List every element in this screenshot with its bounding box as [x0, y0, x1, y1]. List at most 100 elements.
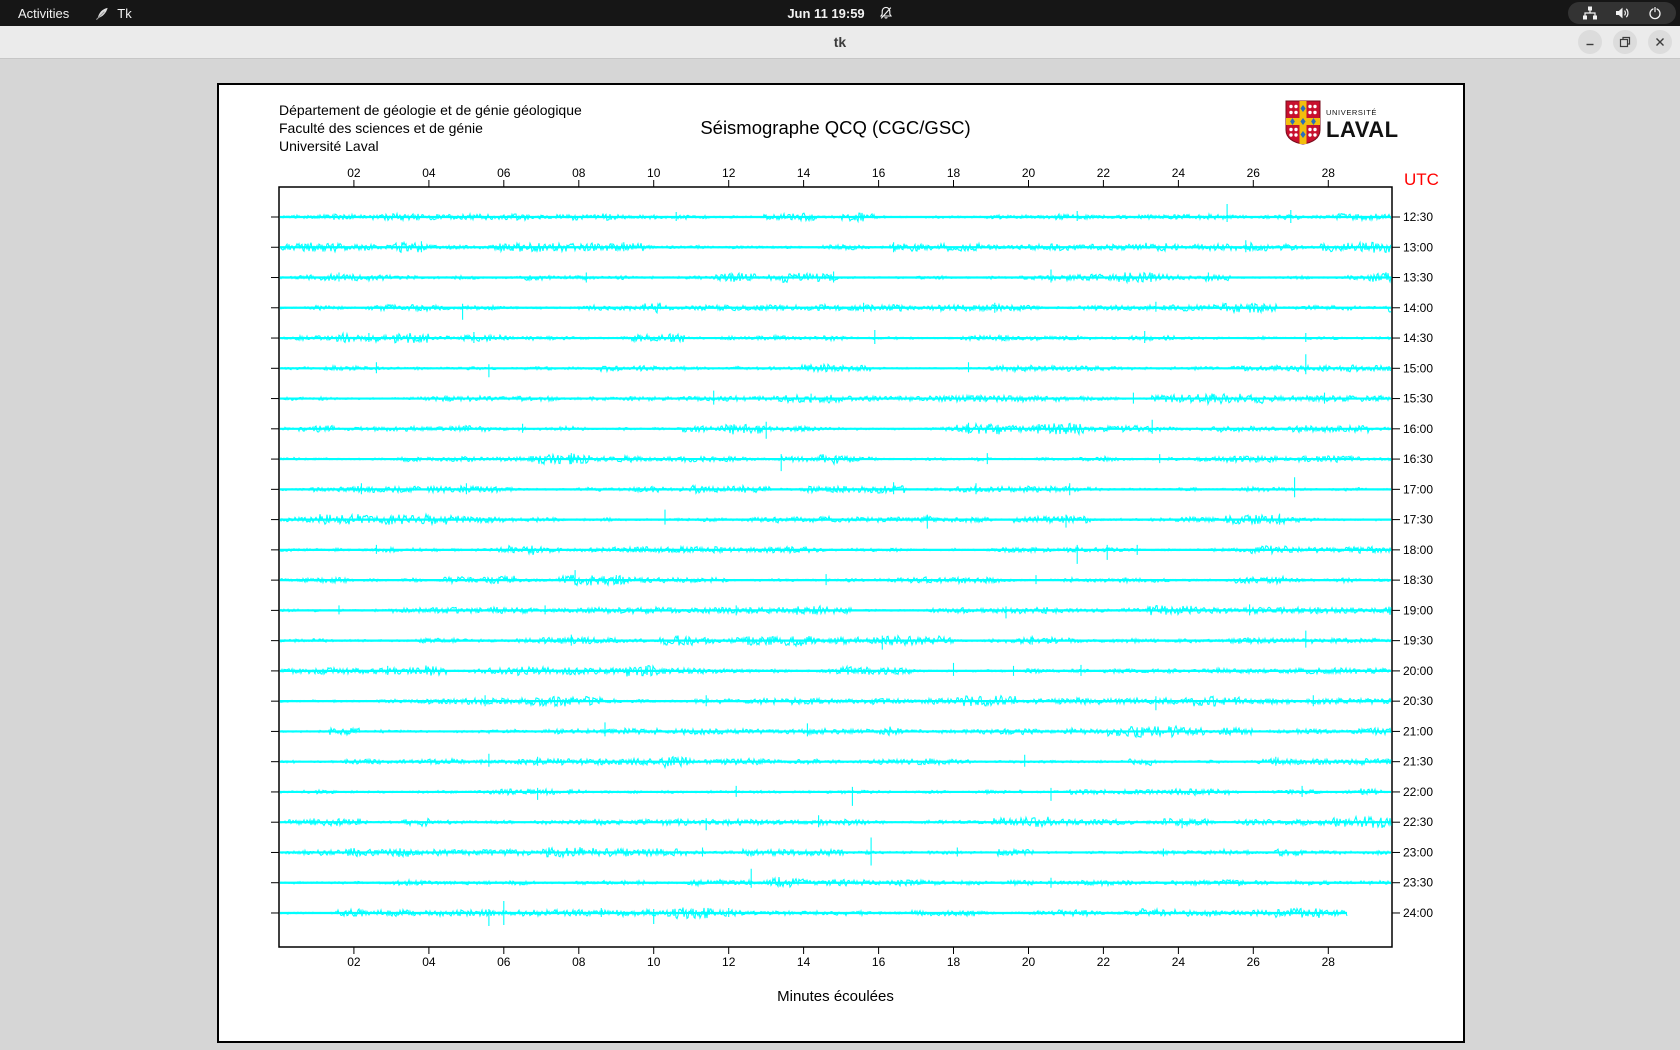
trace-19:30 — [279, 630, 1392, 650]
maximize-restore-button[interactable] — [1613, 30, 1637, 54]
svg-text:22: 22 — [1097, 955, 1111, 969]
svg-text:02: 02 — [347, 955, 361, 969]
svg-text:18:30: 18:30 — [1403, 573, 1433, 587]
trace-23:00 — [279, 837, 1392, 866]
svg-text:08: 08 — [572, 955, 586, 969]
svg-text:22:00: 22:00 — [1403, 785, 1433, 799]
focused-app-name: Tk — [117, 5, 132, 21]
svg-text:14:30: 14:30 — [1403, 331, 1433, 345]
svg-text:22: 22 — [1097, 166, 1111, 180]
svg-text:28: 28 — [1322, 955, 1336, 969]
institution-header: Département de géologie et de génie géol… — [279, 101, 582, 155]
window-title-bar[interactable]: tk — [0, 26, 1680, 59]
top-bar-center: Jun 11 19:59 — [0, 0, 1680, 26]
tk-feather-icon — [95, 6, 110, 21]
close-icon[interactable] — [1648, 30, 1672, 54]
svg-text:04: 04 — [422, 166, 436, 180]
svg-text:17:00: 17:00 — [1403, 482, 1433, 496]
svg-text:10: 10 — [647, 955, 661, 969]
svg-text:16:30: 16:30 — [1403, 452, 1433, 466]
plot-border — [278, 186, 1393, 948]
svg-text:18: 18 — [947, 166, 961, 180]
svg-text:24:00: 24:00 — [1403, 906, 1433, 920]
window-buttons — [1578, 30, 1672, 54]
bell-muted-icon — [879, 6, 893, 20]
system-tray[interactable] — [1568, 2, 1676, 24]
svg-text:28: 28 — [1322, 166, 1336, 180]
trace-22:30 — [279, 814, 1392, 831]
trace-15:00 — [279, 354, 1392, 378]
activities-button[interactable]: Activities — [18, 5, 70, 21]
trace-19:00 — [279, 604, 1392, 619]
svg-text:26: 26 — [1247, 955, 1261, 969]
focused-app-indicator[interactable]: Tk — [95, 0, 132, 26]
trace-14:00 — [279, 301, 1392, 320]
seismograph-plot: 02 02 04 04 06 06 08 08 10 10 12 12 14 14 16 16 18 18 20 20… — [271, 166, 1433, 969]
logo-universite-text: UNIVERSITÉ — [1326, 108, 1378, 118]
svg-text:20:30: 20:30 — [1403, 694, 1433, 708]
top-bar-left: Activities Tk — [0, 0, 132, 26]
trace-20:00 — [279, 662, 1392, 677]
svg-text:06: 06 — [497, 955, 511, 969]
volume-icon — [1615, 6, 1631, 20]
laval-wordmark: UNIVERSITÉ LAVAL — [1326, 109, 1399, 141]
svg-text:20: 20 — [1022, 955, 1036, 969]
trace-15:30 — [279, 390, 1392, 407]
gnome-top-bar: Activities Tk Jun 11 19:59 — [0, 0, 1680, 26]
svg-text:14: 14 — [797, 955, 811, 969]
trace-14:30 — [279, 330, 1392, 344]
svg-text:04: 04 — [422, 955, 436, 969]
trace-23:30 — [279, 868, 1392, 889]
header-line-3: Université Laval — [279, 138, 379, 154]
svg-text:26: 26 — [1247, 166, 1261, 180]
svg-text:16: 16 — [872, 955, 886, 969]
minimize-button[interactable] — [1578, 30, 1602, 54]
svg-text:14:00: 14:00 — [1403, 301, 1433, 315]
trace-16:30 — [279, 452, 1392, 472]
laval-shield-icon — [1285, 100, 1321, 150]
svg-text:12: 12 — [722, 955, 736, 969]
trace-24:00 — [279, 901, 1348, 926]
trace-16:00 — [279, 419, 1391, 439]
svg-text:15:30: 15:30 — [1403, 392, 1433, 406]
svg-text:12:30: 12:30 — [1403, 210, 1433, 224]
network-icon — [1582, 6, 1598, 20]
svg-text:20:00: 20:00 — [1403, 664, 1433, 678]
svg-text:19:30: 19:30 — [1403, 634, 1433, 648]
svg-text:21:00: 21:00 — [1403, 724, 1433, 738]
trace-22:00 — [279, 785, 1392, 806]
trace-21:30 — [279, 753, 1392, 770]
window-title: tk — [833, 34, 847, 50]
svg-text:22:30: 22:30 — [1403, 815, 1433, 829]
trace-17:00 — [279, 477, 1392, 498]
svg-text:19:00: 19:00 — [1403, 603, 1433, 617]
clock-button[interactable]: Jun 11 19:59 — [787, 5, 865, 21]
svg-text:02: 02 — [347, 166, 361, 180]
trace-18:00 — [279, 544, 1392, 564]
svg-text:13:30: 13:30 — [1403, 271, 1433, 285]
svg-text:18:00: 18:00 — [1403, 543, 1433, 557]
header-line-1: Département de géologie et de génie géol… — [279, 102, 582, 118]
trace-17:30 — [279, 509, 1392, 529]
svg-text:23:30: 23:30 — [1403, 876, 1433, 890]
trace-13:30 — [279, 269, 1392, 285]
trace-20:30 — [279, 694, 1392, 711]
svg-text:10: 10 — [647, 166, 661, 180]
svg-text:12: 12 — [722, 166, 736, 180]
x-axis-title: Minutes écoulées — [777, 988, 894, 1005]
svg-text:16: 16 — [872, 166, 886, 180]
header-line-2: Faculté des sciences et de génie — [279, 120, 483, 136]
power-icon — [1648, 6, 1662, 20]
svg-text:08: 08 — [572, 166, 586, 180]
desktop-background: Département de géologie et de génie géol… — [0, 59, 1680, 1050]
svg-text:18: 18 — [947, 955, 961, 969]
universite-laval-logo: UNIVERSITÉ LAVAL — [1285, 100, 1399, 150]
trace-21:00 — [279, 722, 1392, 739]
trace-18:30 — [279, 570, 1391, 587]
top-bar-right — [1568, 2, 1676, 24]
seismograph-canvas: Département de géologie et de génie géol… — [217, 83, 1465, 1043]
svg-text:15:00: 15:00 — [1403, 361, 1433, 375]
svg-text:24: 24 — [1172, 955, 1186, 969]
svg-text:06: 06 — [497, 166, 511, 180]
svg-text:17:30: 17:30 — [1403, 513, 1433, 527]
